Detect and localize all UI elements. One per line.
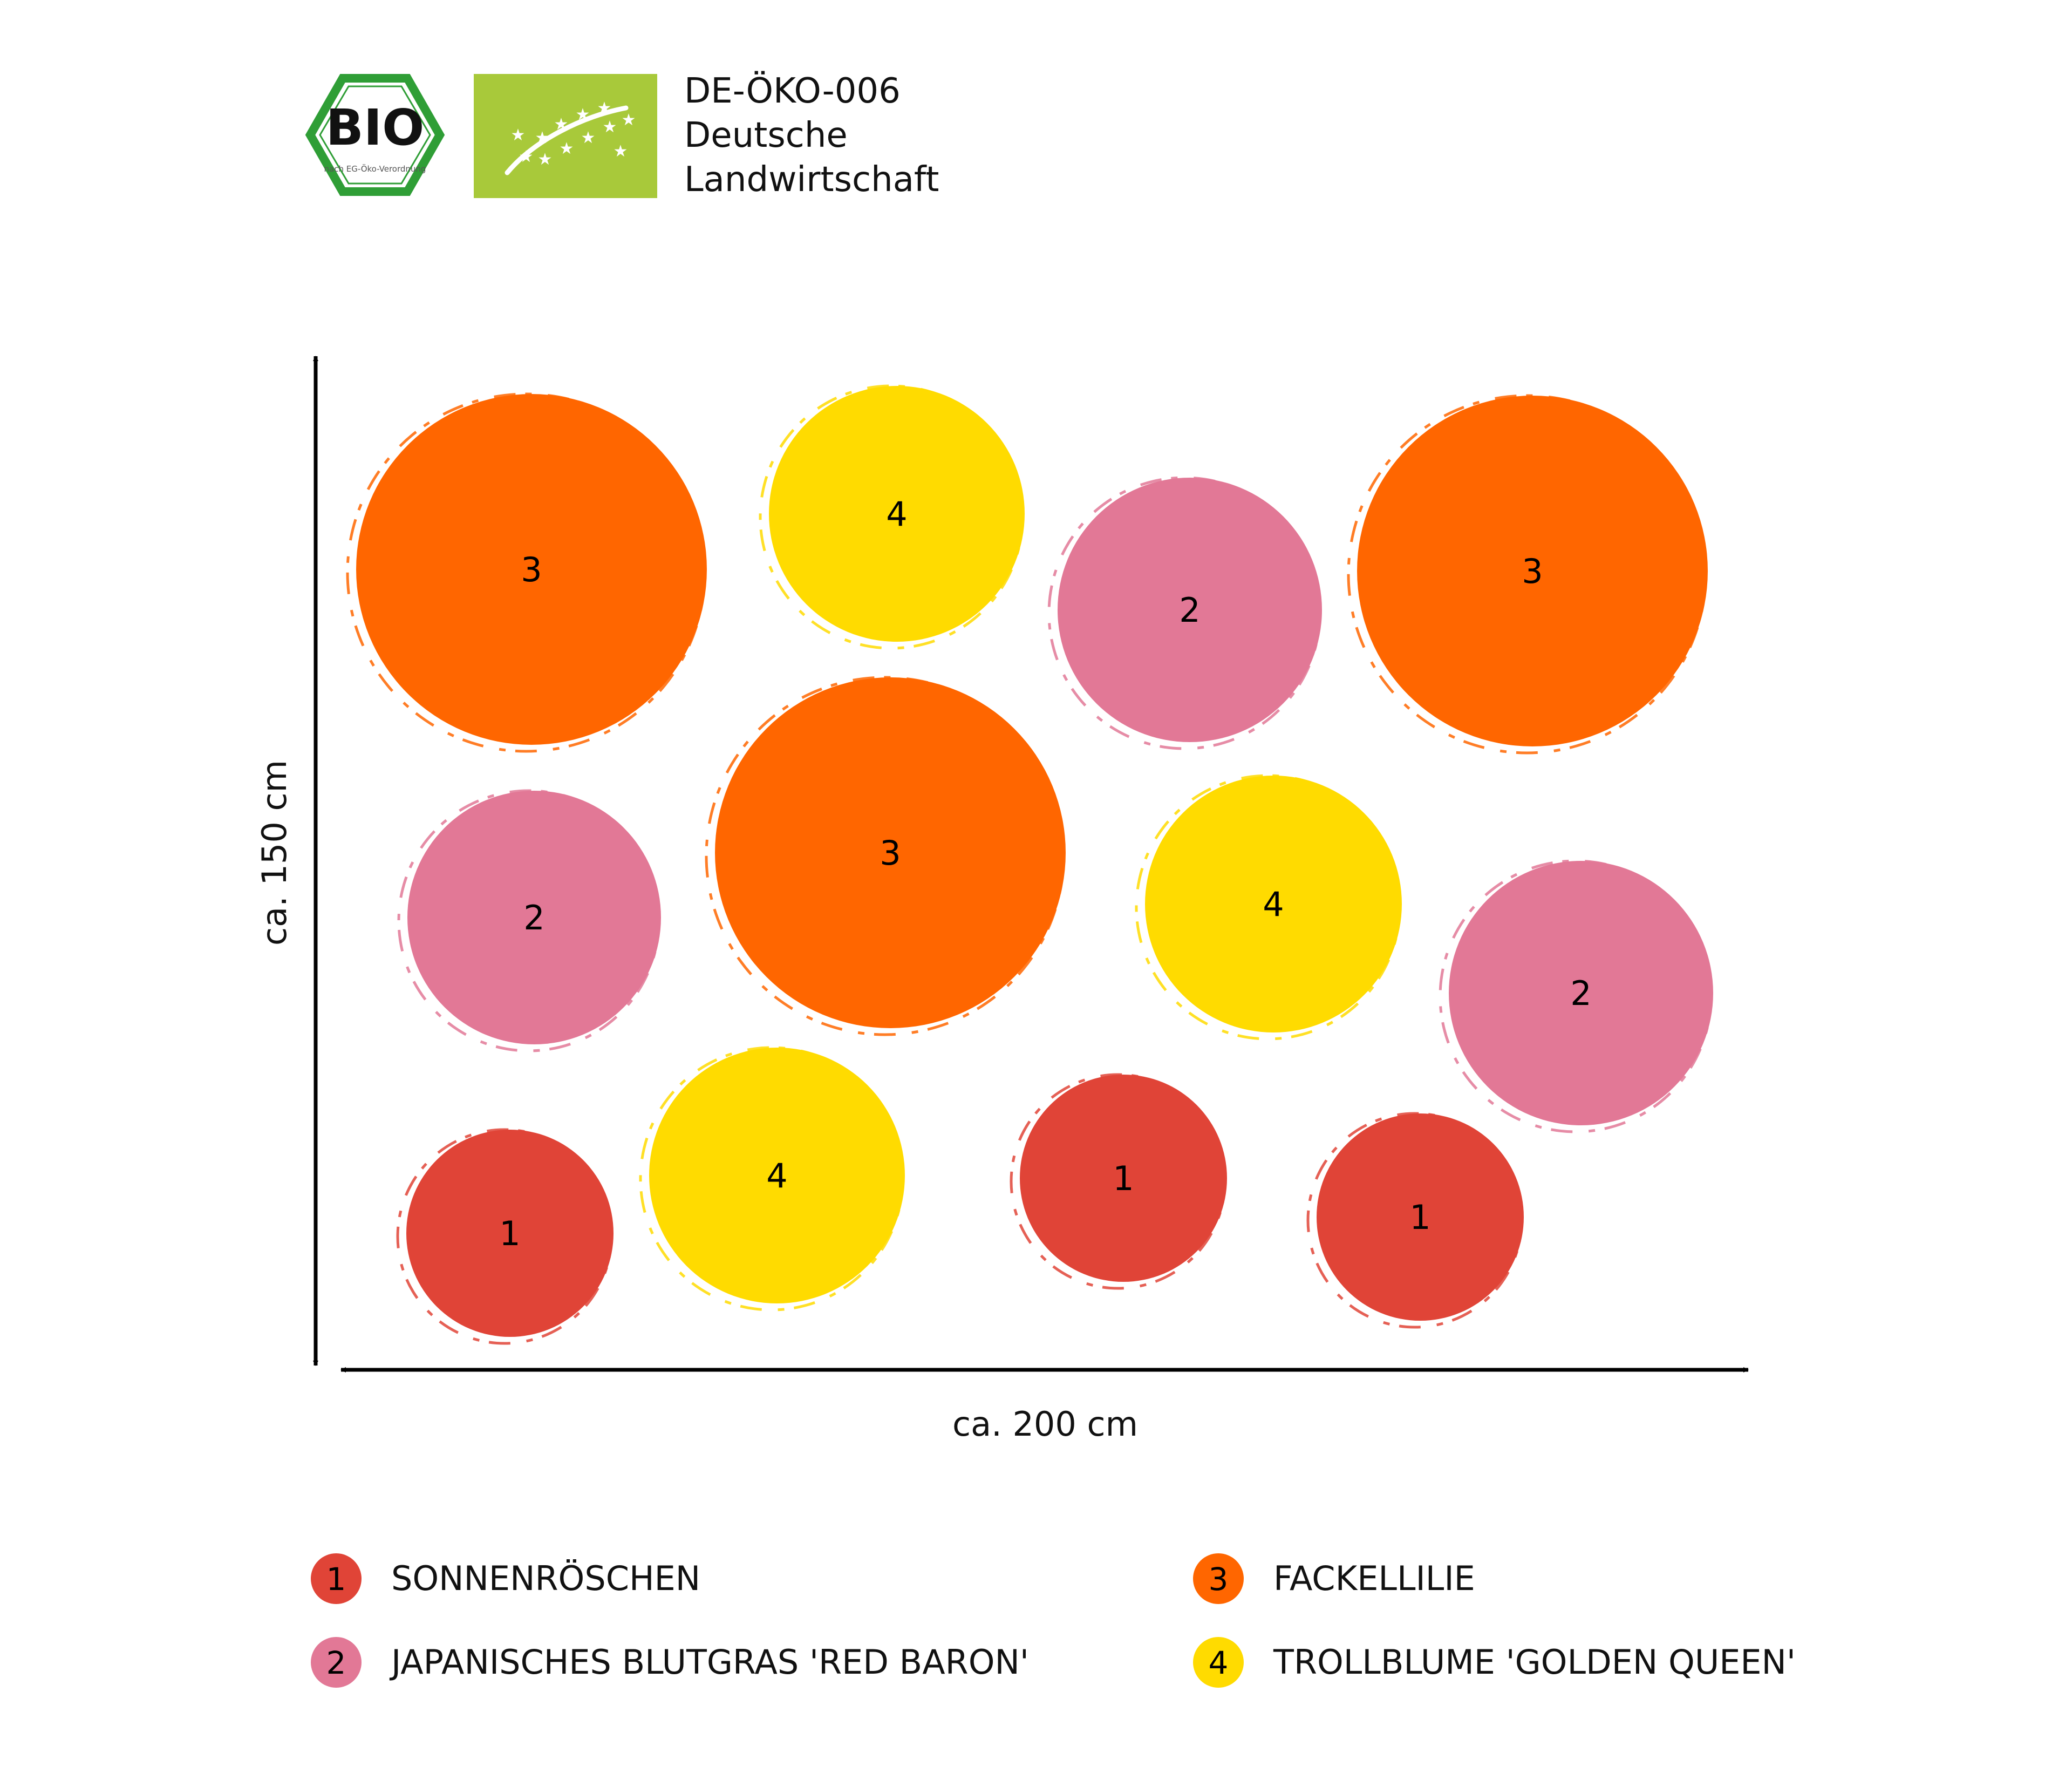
legend-item-4: 4 TROLLBLUME 'GOLDEN QUEEN'	[1193, 1637, 1796, 1688]
planting-plan: 3 4 2 3 2 3 4 2 1 4 1 1	[346, 384, 1713, 1345]
plant-circle-group: 2	[1047, 476, 1322, 750]
plant-circle-group: 2	[397, 789, 661, 1052]
plant-circle-group: 4	[759, 384, 1025, 650]
legend-label-1: SONNENRÖSCHEN	[391, 1559, 700, 1598]
legend-item-1: 1 SONNENRÖSCHEN	[311, 1553, 700, 1604]
plant-circle	[1357, 396, 1708, 746]
plant-circle-number: 4	[886, 494, 907, 534]
legend-label-2: JAPANISCHES BLUTGRAS 'RED BARON'	[389, 1642, 1029, 1682]
plant-circle-number: 2	[1570, 974, 1591, 1013]
plant-circle-number: 1	[499, 1214, 520, 1253]
plant-circle	[715, 677, 1066, 1028]
plant-circle-group: 3	[1347, 394, 1708, 755]
plant-circle-number: 2	[523, 898, 544, 937]
legend-number-3: 3	[1209, 1561, 1229, 1598]
plant-circle-number: 4	[1263, 885, 1284, 924]
plant-circle-group: 4	[1135, 774, 1402, 1041]
plant-circle	[1317, 1113, 1524, 1321]
svg-text:★: ★	[511, 126, 526, 145]
certification-line-3: Landwirtschaft	[684, 160, 939, 200]
width-label: ca. 200 cm	[952, 1404, 1138, 1444]
certification-code: DE-ÖKO-006	[684, 71, 901, 111]
svg-text:★: ★	[622, 111, 636, 130]
bio-seal-word: BIO	[326, 99, 425, 157]
bio-seal-subtext: nach EG-Öko-Verordnung	[324, 164, 426, 174]
plant-circle-number: 3	[880, 833, 901, 873]
plant-circle	[407, 791, 661, 1044]
plant-circle-number: 2	[1179, 590, 1200, 630]
legend-number-1: 1	[326, 1561, 346, 1598]
plant-circle-group: 1	[1306, 1112, 1524, 1329]
svg-text:★: ★	[560, 139, 574, 158]
svg-text:★: ★	[538, 150, 553, 169]
legend-label-4: TROLLBLUME 'GOLDEN QUEEN'	[1273, 1642, 1796, 1682]
plant-circle	[1145, 776, 1402, 1032]
plant-circle	[769, 386, 1025, 642]
plant-circle-group: 2	[1439, 859, 1713, 1133]
legend-marker-4	[1193, 1637, 1244, 1688]
plant-circle-number: 1	[1113, 1159, 1134, 1198]
svg-text:★: ★	[603, 118, 617, 137]
legend-number-4: 4	[1209, 1645, 1229, 1681]
plant-circle	[649, 1048, 905, 1303]
legend-marker-2	[311, 1637, 362, 1688]
eu-organic-logo: ★★★★ ★★★★★ ★★★	[474, 74, 657, 198]
certification-line-2: Deutsche	[684, 116, 848, 155]
legend: 1 SONNENRÖSCHEN 2 JAPANISCHES BLUTGRAS '…	[311, 1553, 1796, 1688]
plant-circle	[356, 394, 707, 745]
bio-seal-logo: BIO nach EG-Öko-Verordnung	[305, 74, 445, 196]
plant-circle	[1058, 478, 1322, 742]
legend-number-2: 2	[326, 1645, 346, 1681]
legend-marker-1	[311, 1553, 362, 1604]
plant-circle-group: 3	[705, 676, 1066, 1036]
legend-label-3: FACKELLILIE	[1273, 1559, 1475, 1598]
plant-circle-group: 1	[1010, 1073, 1227, 1290]
eu-organic-leaf-icon	[474, 74, 657, 198]
plant-circle	[1449, 861, 1713, 1125]
certification-text: DE-ÖKO-006 Deutsche Landwirtschaft	[684, 71, 939, 200]
plant-circle	[406, 1130, 614, 1337]
plant-circle-group: 1	[396, 1128, 614, 1345]
svg-text:★: ★	[581, 128, 596, 147]
bio-hexagon-seal-icon	[305, 74, 445, 196]
legend-item-2: 2 JAPANISCHES BLUTGRAS 'RED BARON'	[311, 1637, 1029, 1688]
plant-circle-number: 3	[521, 550, 542, 589]
svg-text:★: ★	[614, 142, 628, 161]
legend-marker-3	[1193, 1553, 1244, 1604]
plant-circle	[1020, 1075, 1227, 1282]
plant-circle-group: 4	[639, 1046, 905, 1312]
plant-circle-number: 1	[1409, 1198, 1430, 1237]
plant-circle-number: 4	[766, 1156, 787, 1195]
legend-item-3: 3 FACKELLILIE	[1193, 1553, 1475, 1604]
height-label: ca. 150 cm	[255, 760, 294, 946]
plant-circle-number: 3	[1522, 552, 1543, 591]
plant-circle-group: 3	[346, 392, 707, 753]
